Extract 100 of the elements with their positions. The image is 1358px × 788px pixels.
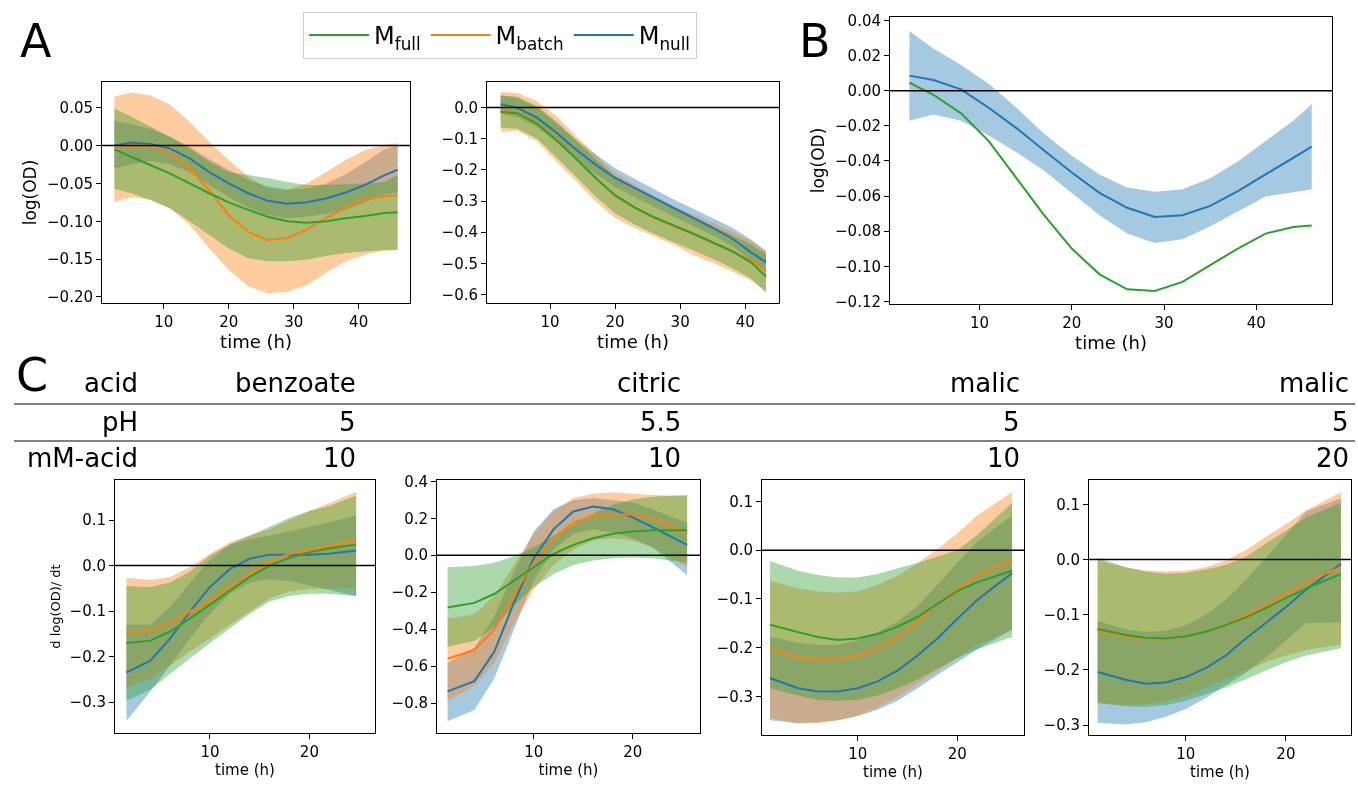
- y-tick-label: −0.02: [835, 117, 881, 136]
- y-tick-label: 0.0: [1056, 550, 1080, 569]
- line-series: [446, 513, 689, 660]
- y-tick-label: −0.4: [441, 223, 478, 242]
- x-tick-label: 20: [1062, 314, 1082, 332]
- legend-label: M$_{null}$: [638, 22, 691, 54]
- x-tick-label: 40: [349, 313, 369, 331]
- text: A: [20, 14, 52, 68]
- x-tick-label: 40: [735, 313, 755, 331]
- y-tick-label: 0.4: [404, 472, 428, 491]
- y-tick-label: −0.1: [441, 129, 478, 148]
- text: pH: [102, 407, 139, 437]
- text: benzoate: [235, 368, 356, 398]
- y-tick-label: −0.10: [835, 257, 881, 276]
- text: B: [799, 14, 831, 68]
- y-tick-label: −0.4: [391, 620, 428, 639]
- text: C: [16, 348, 49, 402]
- y-tick-label: 0.00: [59, 136, 93, 155]
- y-tick-label: −0.3: [1043, 716, 1080, 735]
- y-tick-label: 0.0: [729, 541, 753, 560]
- y-tick-label: 0.04: [847, 11, 881, 30]
- x-tick-label: 40: [1246, 314, 1266, 332]
- y-tick-label: 0.0: [82, 556, 106, 575]
- text: 10: [323, 443, 357, 473]
- line-series: [113, 144, 399, 242]
- y-tick-label: −0.3: [716, 687, 753, 706]
- y-tick-label: −0.10: [47, 212, 93, 231]
- y-tick-label: −0.6: [441, 285, 478, 304]
- x-axis-title: time (h): [597, 331, 669, 352]
- x-tick-label: 20: [947, 745, 967, 763]
- x-tick-label: 30: [670, 313, 690, 331]
- legend-label: M$_{batch}$: [495, 22, 564, 54]
- y-tick-label: 0.2: [404, 509, 428, 528]
- line-series: [113, 141, 399, 205]
- text: mM-acid: [27, 443, 139, 473]
- line-series: [1096, 562, 1342, 685]
- text: 5.5: [640, 407, 682, 437]
- y-tick-label: 0.1: [82, 511, 106, 530]
- x-tick-label: 20: [605, 313, 625, 331]
- x-axis-title: time (h): [1190, 763, 1250, 781]
- y-tick-label: −0.1: [69, 602, 106, 621]
- line-series: [446, 529, 689, 609]
- x-tick-label: 10: [1176, 745, 1196, 763]
- x-tick-label: 20: [623, 743, 643, 761]
- y-tick-label: 0.0: [454, 98, 478, 117]
- y-tick-label: −0.3: [69, 693, 106, 712]
- x-tick-label: 10: [524, 743, 544, 761]
- y-tick-label: −0.20: [47, 288, 93, 307]
- text: acid: [84, 368, 138, 398]
- y-axis-title: log(OD): [19, 159, 40, 226]
- y-tick-label: 0.1: [729, 492, 753, 511]
- x-tick-label: 20: [1276, 745, 1296, 763]
- line-series: [908, 74, 1313, 218]
- text: 5: [1332, 407, 1349, 437]
- y-tick-label: 0.1: [1056, 495, 1080, 514]
- x-tick-label: 20: [299, 743, 319, 761]
- x-axis-title: time (h): [215, 761, 275, 779]
- y-tick-label: −0.2: [441, 161, 478, 180]
- y-tick-label: 0.02: [847, 46, 881, 65]
- y-tick-label: −0.04: [835, 152, 881, 171]
- y-tick-label: −0.15: [47, 250, 93, 269]
- text: 5: [339, 407, 356, 437]
- y-tick-label: −0.2: [69, 647, 106, 666]
- x-axis-title: time (h): [538, 761, 599, 779]
- y-axis-title: log(OD): [807, 127, 828, 194]
- text: malic: [950, 368, 1021, 398]
- y-tick-label: −0.06: [835, 187, 881, 206]
- y-tick-label: −0.2: [716, 638, 753, 657]
- x-tick-label: 30: [284, 313, 304, 331]
- y-tick-label: 0.05: [59, 98, 93, 117]
- text: 5: [1003, 407, 1020, 437]
- y-tick-label: 0.0: [404, 546, 428, 565]
- y-tick-label: −0.5: [441, 254, 478, 273]
- y-tick-label: −0.08: [835, 222, 881, 241]
- line-series: [769, 558, 1014, 660]
- text: malic: [1279, 368, 1350, 398]
- x-tick-label: 10: [540, 313, 560, 331]
- line-series: [769, 572, 1014, 693]
- y-tick-label: −0.3: [441, 192, 478, 211]
- y-tick-label: 0.00: [847, 81, 881, 100]
- x-axis-title: time (h): [863, 763, 923, 781]
- legend-label: M$_{full}$: [374, 22, 421, 54]
- y-tick-label: −0.05: [47, 174, 93, 193]
- y-tick-label: −0.1: [1043, 605, 1080, 624]
- y-tick-label: −0.2: [1043, 661, 1080, 680]
- y-tick-label: −0.8: [391, 694, 428, 713]
- line-series: [908, 81, 1313, 293]
- text: 10: [987, 443, 1021, 473]
- x-tick-label: 10: [969, 314, 990, 332]
- text: citric: [617, 368, 681, 398]
- y-tick-label: −0.12: [835, 292, 881, 311]
- text: 10: [648, 443, 682, 473]
- x-axis-title: time (h): [220, 331, 292, 352]
- y-axis-title: d log(OD)/ dt: [47, 564, 63, 649]
- line-series: [113, 148, 399, 224]
- y-tick-label: −0.6: [391, 657, 428, 676]
- x-tick-label: 10: [154, 313, 174, 331]
- x-tick-label: 10: [200, 743, 220, 761]
- line-series: [769, 569, 1014, 641]
- x-tick-label: 10: [848, 745, 868, 763]
